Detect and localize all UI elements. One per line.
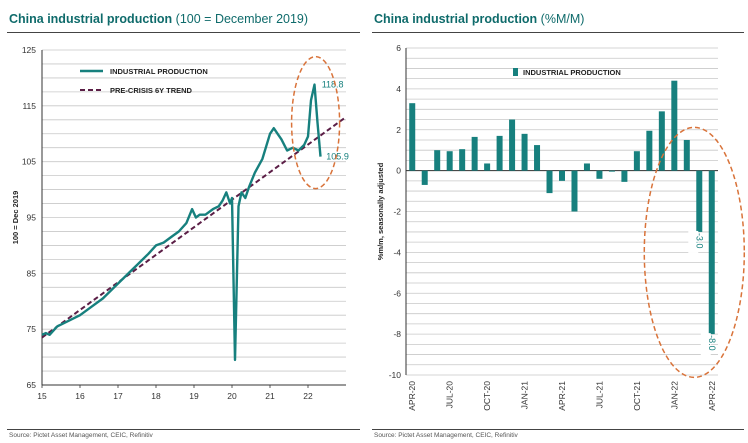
annotation-bg xyxy=(688,230,699,253)
legend-label-trend: PRE-CRISIS 6Y TREND xyxy=(110,86,193,95)
bar-oct-20 xyxy=(484,163,491,171)
right-source: Source: Pictet Asset Management, CEIC, R… xyxy=(374,432,518,439)
bar-feb-21 xyxy=(534,145,541,171)
left-chart: 65 75 85 95 105 115 125 15 16 17 18 19 20 21 22 100 = D… xyxy=(11,45,349,401)
trend-line xyxy=(41,116,347,339)
annotation-latest-value: 105.9 xyxy=(326,152,349,162)
y-tick-label: -6 xyxy=(393,288,401,298)
bar-nov-21 xyxy=(646,130,653,171)
y-tick-label: 105 xyxy=(22,157,36,167)
right-chart-title: China industrial production (%M/M) xyxy=(374,12,584,26)
bar-sep-21 xyxy=(621,170,628,182)
y-axis-label: %m/m, seasonally adjusted xyxy=(376,162,385,260)
x-tick-label: JAN-21 xyxy=(520,381,530,410)
bar-jul-20 xyxy=(446,151,453,171)
left-title-bold: China industrial production xyxy=(9,12,173,26)
x-tick-label: 17 xyxy=(113,391,123,401)
bar-apr-20 xyxy=(409,103,416,171)
x-tick-label: JAN-22 xyxy=(669,381,679,410)
bar-may-21 xyxy=(571,170,578,212)
bar-jul-21 xyxy=(596,170,603,179)
right-title-rest: (%M/M) xyxy=(537,12,585,26)
bar-oct-21 xyxy=(633,151,640,171)
bar-jun-20 xyxy=(434,150,441,171)
left-title-rest: (100 = December 2019) xyxy=(172,12,309,26)
x-tick-label: 22 xyxy=(303,391,313,401)
annotation-apr-22: -8.0 xyxy=(707,335,717,351)
annotation-mar-22: -3.0 xyxy=(694,233,704,249)
bar-apr-22 xyxy=(708,170,715,335)
x-tick-label: 18 xyxy=(151,391,161,401)
y-tick-label: 0 xyxy=(396,166,401,176)
highlight-ellipse xyxy=(643,126,746,379)
x-tick-label: APR-20 xyxy=(407,381,417,411)
left-top-rule xyxy=(7,32,360,33)
bar-apr-21 xyxy=(559,170,565,181)
y-tick-label: 75 xyxy=(27,324,37,334)
y-tick-label: -2 xyxy=(393,207,401,217)
annotation-peak-value: 118.8 xyxy=(322,80,344,90)
bar-aug-20 xyxy=(459,149,466,171)
y-tick-label: -4 xyxy=(393,247,401,257)
right-bottom-rule xyxy=(372,429,744,430)
bar-jan-21 xyxy=(521,133,528,171)
left-chart-title: China industrial production (100 = Decem… xyxy=(9,12,308,26)
bar-mar-22 xyxy=(696,170,703,232)
bar-sep-20 xyxy=(471,136,478,171)
bar-nov-20 xyxy=(496,135,503,171)
y-tick-label: 95 xyxy=(27,213,37,223)
bar-feb-22 xyxy=(683,139,690,171)
bar-may-20 xyxy=(421,170,428,185)
x-tick-label: 21 xyxy=(265,391,275,401)
y-tick-label: -10 xyxy=(389,370,402,380)
x-tick-label: 20 xyxy=(227,391,237,401)
y-tick-label: 6 xyxy=(396,43,401,53)
x-tick-label: 16 xyxy=(75,391,85,401)
left-source: Source: Pictet Asset Management, CEIC, R… xyxy=(9,432,153,439)
annotation-bg xyxy=(700,333,711,356)
y-axis-label: 100 = Dec 2019 xyxy=(11,191,20,245)
x-tick-label: APR-21 xyxy=(557,381,567,411)
y-tick-label: -8 xyxy=(393,329,401,339)
right-chart: -10 -8 -6 -4 -2 0 2 4 6 %m/m, seasonally adjusted… xyxy=(376,43,746,411)
x-tick-label: OCT-21 xyxy=(632,381,642,411)
y-tick-label: 4 xyxy=(396,84,401,94)
y-tick-label: 2 xyxy=(396,125,401,135)
legend-label-industrial-production: INDUSTRIAL PRODUCTION xyxy=(110,67,208,76)
x-tick-label: JUL-20 xyxy=(445,381,455,409)
y-tick-label: 115 xyxy=(22,101,36,111)
x-tick-label: JUL-21 xyxy=(594,381,604,409)
x-tick-label: APR-22 xyxy=(707,381,717,411)
bar-mar-21 xyxy=(546,170,553,194)
x-tick-label: OCT-20 xyxy=(482,381,492,411)
bar-jun-21 xyxy=(583,163,590,171)
bar-aug-21 xyxy=(608,170,615,172)
bar-dec-20 xyxy=(509,119,516,171)
right-title-bold: China industrial production xyxy=(374,12,538,26)
y-tick-label: 85 xyxy=(27,268,37,278)
left-bottom-rule xyxy=(7,429,360,430)
y-tick-label: 65 xyxy=(27,380,37,390)
y-tick-label: 125 xyxy=(22,45,36,55)
legend-label-industrial-production: INDUSTRIAL PRODUCTION xyxy=(523,68,621,77)
industrial-production-line xyxy=(41,83,322,362)
highlight-ellipse xyxy=(290,55,341,190)
bar-dec-21 xyxy=(658,111,665,171)
right-top-rule xyxy=(372,32,744,33)
x-tick-label: 15 xyxy=(37,391,47,401)
bar-jan-22 xyxy=(671,80,678,171)
legend-swatch-industrial-production xyxy=(513,68,518,76)
x-tick-label: 19 xyxy=(189,391,199,401)
